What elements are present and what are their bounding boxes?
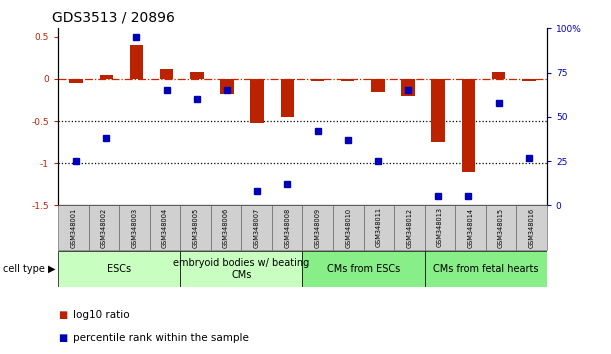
Bar xyxy=(461,79,475,172)
Text: GDS3513 / 20896: GDS3513 / 20896 xyxy=(52,11,175,25)
Bar xyxy=(371,79,385,92)
Bar xyxy=(58,251,180,287)
Bar xyxy=(100,75,113,79)
Bar xyxy=(272,205,302,250)
Bar xyxy=(130,45,144,79)
Text: GSM348011: GSM348011 xyxy=(376,207,382,247)
Bar xyxy=(394,205,425,250)
Bar xyxy=(211,205,241,250)
Text: ■: ■ xyxy=(58,333,67,343)
Bar xyxy=(160,69,174,79)
Bar xyxy=(333,205,364,250)
Bar xyxy=(220,79,234,94)
Text: GSM348004: GSM348004 xyxy=(162,207,168,247)
Bar xyxy=(302,205,333,250)
Bar xyxy=(455,205,486,250)
Bar xyxy=(180,251,302,287)
Text: GSM348012: GSM348012 xyxy=(406,207,412,247)
Bar xyxy=(425,251,547,287)
Bar xyxy=(425,205,455,250)
Bar xyxy=(251,79,264,123)
Bar xyxy=(364,205,394,250)
Bar xyxy=(492,72,505,79)
Text: GSM348016: GSM348016 xyxy=(529,207,535,247)
Text: GSM348009: GSM348009 xyxy=(315,207,321,247)
Text: CMs from ESCs: CMs from ESCs xyxy=(327,264,400,274)
Text: GSM348001: GSM348001 xyxy=(70,207,76,247)
Bar xyxy=(119,205,150,250)
Text: GSM348003: GSM348003 xyxy=(131,207,137,247)
Bar xyxy=(486,205,516,250)
Text: GSM348010: GSM348010 xyxy=(345,207,351,247)
Bar xyxy=(150,205,180,250)
Text: log10 ratio: log10 ratio xyxy=(73,310,130,320)
Text: CMs from fetal hearts: CMs from fetal hearts xyxy=(433,264,538,274)
Bar xyxy=(302,251,425,287)
Text: GSM348005: GSM348005 xyxy=(192,207,199,247)
Text: embryoid bodies w/ beating
CMs: embryoid bodies w/ beating CMs xyxy=(174,258,309,280)
Text: GSM348006: GSM348006 xyxy=(223,207,229,247)
Text: GSM348014: GSM348014 xyxy=(467,207,474,247)
Text: percentile rank within the sample: percentile rank within the sample xyxy=(73,333,249,343)
Text: GSM348002: GSM348002 xyxy=(101,207,107,247)
Bar xyxy=(180,205,211,250)
Text: ESCs: ESCs xyxy=(107,264,131,274)
Text: GSM348013: GSM348013 xyxy=(437,207,443,247)
Bar xyxy=(516,205,547,250)
Bar xyxy=(190,72,203,79)
Bar xyxy=(401,79,415,96)
Text: GSM348015: GSM348015 xyxy=(498,207,504,247)
Bar xyxy=(341,79,354,81)
Bar xyxy=(311,79,324,81)
Bar xyxy=(522,79,535,81)
Bar xyxy=(70,79,83,83)
Bar xyxy=(89,205,119,250)
Text: cell type ▶: cell type ▶ xyxy=(3,264,56,274)
Text: GSM348008: GSM348008 xyxy=(284,207,290,247)
Bar xyxy=(280,79,294,117)
Bar xyxy=(58,205,89,250)
Text: GSM348007: GSM348007 xyxy=(254,207,260,247)
Text: ■: ■ xyxy=(58,310,67,320)
Bar xyxy=(431,79,445,142)
Bar xyxy=(241,205,272,250)
